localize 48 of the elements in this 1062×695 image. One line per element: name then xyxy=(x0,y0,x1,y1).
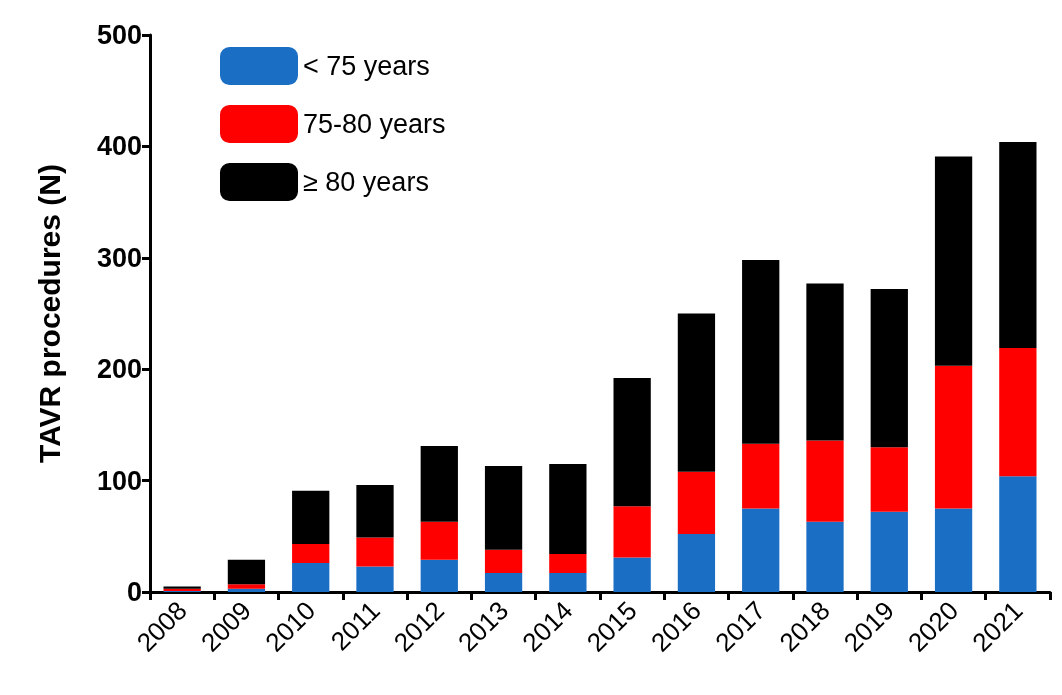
bar xyxy=(227,584,266,589)
bar xyxy=(484,573,523,592)
bar xyxy=(934,365,973,509)
y-tick-label: 100 xyxy=(96,465,142,496)
bar xyxy=(549,554,587,574)
bar xyxy=(999,141,1037,349)
bar xyxy=(870,447,908,512)
bar xyxy=(806,521,844,592)
y-tick-label: 0 xyxy=(126,577,142,607)
bar xyxy=(484,466,523,550)
bar xyxy=(870,288,908,448)
y-axis-title: TAVR procedures (N) xyxy=(32,164,66,463)
bar xyxy=(870,511,908,592)
bar xyxy=(677,534,716,592)
bar xyxy=(677,313,716,472)
y-tick-label: 200 xyxy=(96,354,142,385)
legend-label: < 75 years xyxy=(303,51,430,81)
bar xyxy=(999,348,1037,477)
bar xyxy=(549,573,587,592)
bar xyxy=(806,440,844,522)
bar xyxy=(677,471,716,535)
bar xyxy=(742,508,780,592)
bar xyxy=(356,537,394,567)
bar xyxy=(549,463,587,555)
legend-label: 75-80 years xyxy=(303,109,446,139)
bar xyxy=(613,378,651,507)
bar xyxy=(613,506,651,558)
bar xyxy=(934,156,973,366)
bar xyxy=(934,508,973,592)
y-tick-label: 500 xyxy=(96,20,142,50)
bar xyxy=(356,485,394,538)
bar xyxy=(356,566,394,592)
y-tick-label: 300 xyxy=(96,242,142,273)
bar xyxy=(742,260,780,444)
bar xyxy=(742,443,780,509)
bar xyxy=(999,476,1037,592)
legend-label: ≥ 80 years xyxy=(303,167,429,197)
y-tick-label: 400 xyxy=(96,131,142,162)
bar xyxy=(420,446,458,522)
bar xyxy=(292,490,330,545)
bar xyxy=(292,544,330,564)
bar xyxy=(613,557,651,592)
bar xyxy=(292,563,330,592)
bar xyxy=(420,559,458,592)
bar xyxy=(227,559,266,585)
bar xyxy=(420,521,458,560)
bar xyxy=(806,283,844,441)
bar xyxy=(484,549,523,574)
